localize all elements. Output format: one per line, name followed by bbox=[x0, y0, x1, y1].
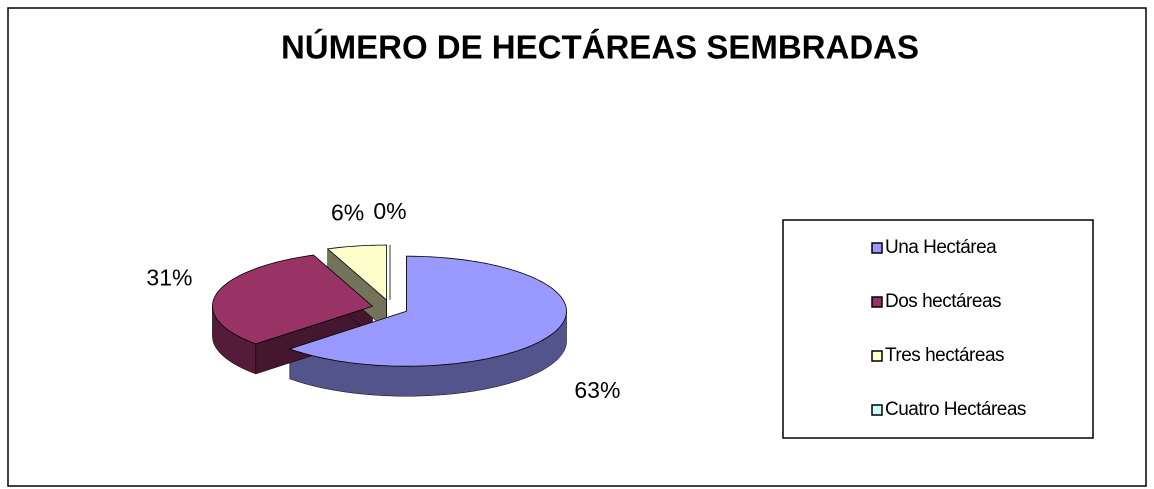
chart-title: NÚMERO DE HECTÁREAS SEMBRADAS bbox=[281, 29, 919, 66]
legend-box bbox=[782, 219, 1094, 439]
legend-label: Cuatro Hectáreas bbox=[885, 399, 1026, 420]
legend-label: Dos hectáreas bbox=[885, 291, 1001, 312]
legend-swatch bbox=[871, 350, 883, 362]
pie-slice bbox=[211, 254, 374, 345]
legend-swatch bbox=[871, 296, 883, 308]
legend-label: Tres hectáreas bbox=[885, 345, 1004, 366]
legend-label: Una Hectárea bbox=[885, 237, 997, 258]
pie-slice bbox=[288, 255, 567, 367]
value-label: 0% bbox=[373, 198, 406, 224]
legend-swatch bbox=[871, 404, 883, 416]
pie-slice bbox=[326, 244, 387, 301]
legend-swatch bbox=[871, 242, 883, 254]
value-label: 6% bbox=[331, 199, 364, 225]
value-label: 31% bbox=[146, 265, 192, 291]
value-label: 63% bbox=[574, 377, 620, 403]
